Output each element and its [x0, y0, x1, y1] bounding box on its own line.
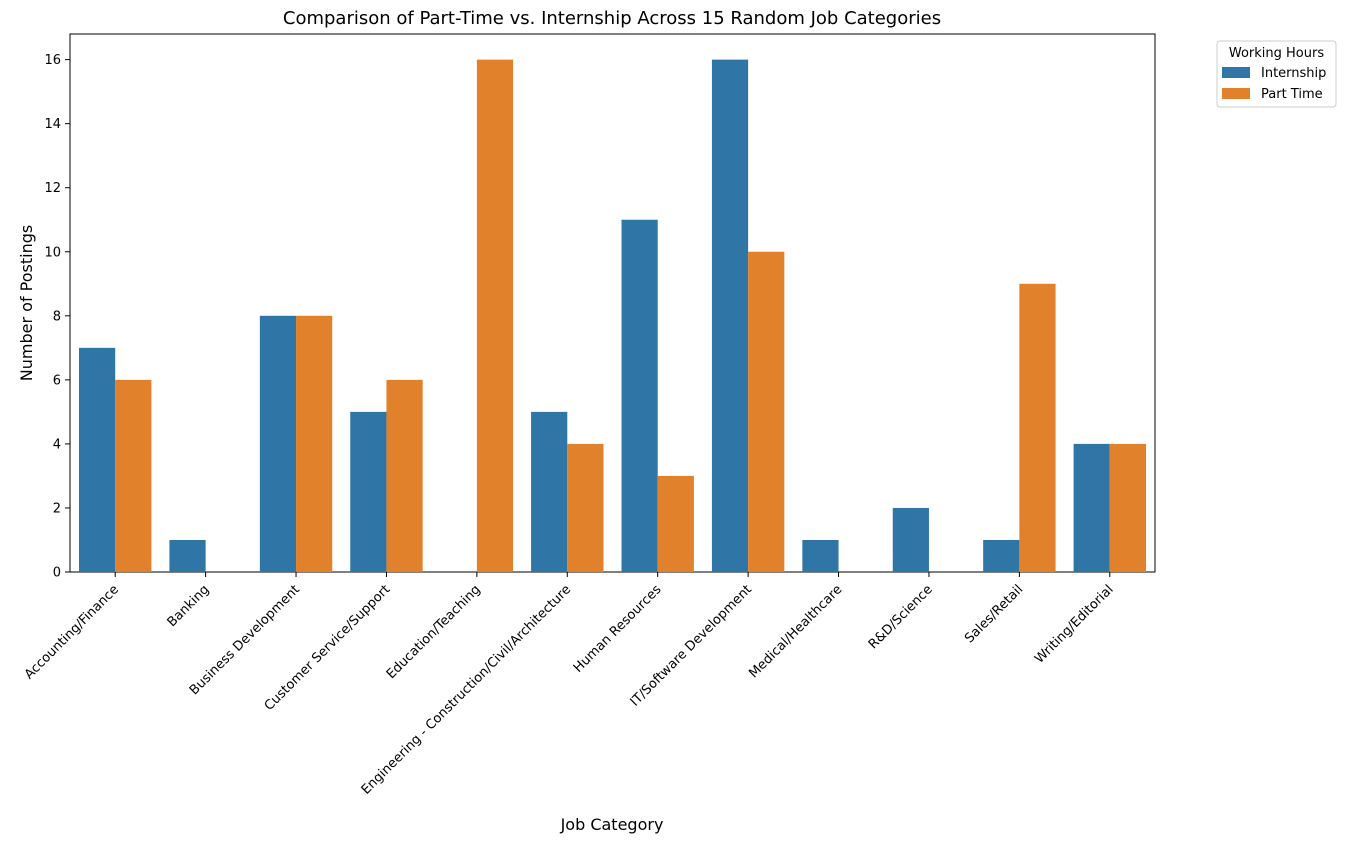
x-tick-label: Human Resources — [571, 582, 665, 676]
y-tick-label: 6 — [53, 373, 61, 388]
legend-title: Working Hours — [1229, 46, 1324, 61]
bar-part-time — [476, 59, 514, 573]
x-tick-label: Writing/Editorial — [1032, 582, 1116, 666]
bar-part-time — [1019, 283, 1056, 572]
legend-label: Part Time — [1261, 87, 1323, 102]
bar-internship — [802, 539, 839, 572]
bar-part-time — [386, 379, 423, 572]
y-tick-label: 10 — [44, 245, 61, 260]
y-tick-label: 4 — [53, 437, 61, 452]
x-tick-label: Medical/Healthcare — [746, 582, 845, 681]
y-axis-ticks: 0 2 4 6 8 10 12 14 16 — [44, 53, 70, 581]
bar-internship — [79, 347, 116, 572]
bar-internship — [169, 539, 206, 572]
legend: Working Hours Internship Part Time — [1216, 40, 1337, 108]
bar-internship — [711, 59, 749, 573]
y-tick-label: 16 — [44, 53, 61, 68]
bar-part-time — [115, 379, 152, 572]
y-tick-label: 8 — [53, 309, 61, 324]
bar-part-time — [1109, 443, 1146, 572]
y-tick-label: 2 — [53, 501, 61, 516]
x-tick-label: R&D/Science — [866, 582, 936, 652]
bar-internship — [1073, 443, 1110, 572]
y-axis-label: Number of Postings — [17, 225, 36, 381]
x-tick-label: Accounting/Finance — [22, 582, 122, 682]
x-axis-label: Job Category — [560, 815, 664, 834]
legend-swatch — [1222, 88, 1250, 99]
x-tick-label: Banking — [165, 582, 213, 630]
chart-title: Comparison of Part-Time vs. Internship A… — [283, 8, 941, 29]
bar-internship — [531, 411, 568, 572]
y-tick-label: 0 — [53, 566, 61, 581]
legend-swatch — [1222, 67, 1250, 78]
bar-part-time — [296, 315, 333, 572]
y-tick-label: 12 — [44, 181, 61, 196]
x-tick-label: Sales/Retail — [962, 582, 1026, 646]
bar-part-time — [657, 475, 694, 572]
plot-frame — [69, 33, 1156, 573]
bar-internship — [983, 539, 1020, 572]
x-tick-label: Engineering - Construction/Civil/Archite… — [359, 582, 574, 797]
bar-internship — [892, 507, 929, 572]
y-tick-label: 14 — [44, 117, 61, 132]
bars-group — [79, 59, 1146, 573]
legend-label: Internship — [1261, 66, 1326, 81]
bar-internship — [259, 315, 297, 572]
bar-part-time — [748, 251, 785, 572]
bar-part-time — [567, 443, 604, 572]
bar-internship — [350, 411, 387, 572]
x-tick-label: Education/Teaching — [384, 582, 484, 682]
bar-internship — [621, 219, 658, 572]
plot-area — [69, 33, 1156, 573]
